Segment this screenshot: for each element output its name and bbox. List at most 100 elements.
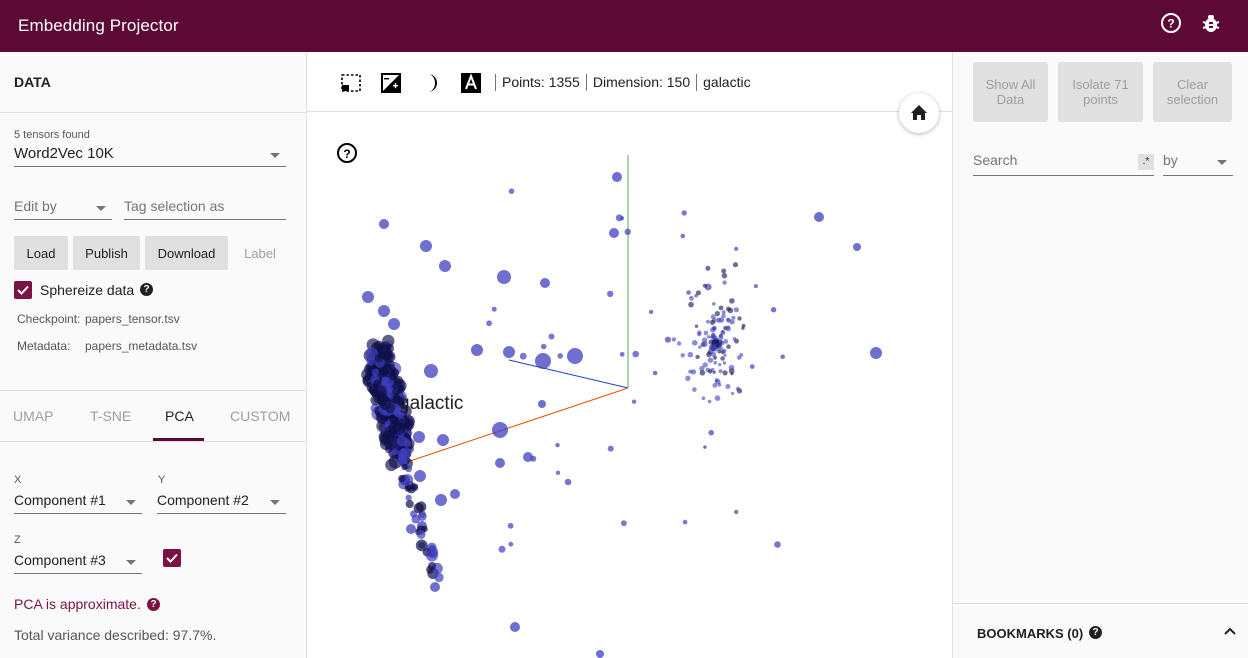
embedding-point[interactable] [729,319,735,325]
embedding-point[interactable] [428,544,436,552]
embedding-point[interactable] [612,172,622,182]
selection-box-icon[interactable] [340,72,362,94]
embedding-point[interactable] [712,346,719,352]
embedding-point[interactable] [718,317,725,323]
x-component-select[interactable]: Component #1 [14,492,142,514]
labels-toggle-icon[interactable] [460,72,482,94]
embedding-point[interactable] [503,346,515,358]
reset-view-button[interactable] [899,93,939,133]
embedding-point[interactable] [731,391,735,396]
embedding-point[interactable] [705,265,711,271]
embedding-point[interactable] [652,370,658,376]
embedding-point[interactable] [413,431,425,443]
embedding-point[interactable] [711,339,717,345]
embedding-point[interactable] [379,219,389,229]
embedding-point[interactable] [372,379,382,388]
embedding-point[interactable] [682,519,688,525]
embedding-point[interactable] [397,400,404,407]
embedding-point[interactable] [486,320,492,327]
help-icon[interactable]: ? [140,283,153,296]
embedding-point[interactable] [413,502,424,514]
y-component-select[interactable]: Component #2 [157,492,286,514]
embedding-point[interactable] [721,330,725,334]
embedding-point[interactable] [712,383,718,388]
embedding-point[interactable] [695,354,700,360]
embedding-point[interactable] [619,351,625,357]
embedding-point[interactable] [717,382,722,387]
embedding-point[interactable] [718,369,723,374]
embedding-point[interactable] [507,522,514,529]
embedding-point[interactable] [729,298,735,304]
embedding-point[interactable] [853,243,861,251]
embedding-point[interactable] [685,375,691,381]
embedding-point[interactable] [388,431,395,439]
embedding-point[interactable] [609,228,619,238]
embedding-point[interactable] [718,305,724,311]
embedding-point[interactable] [631,399,637,404]
night-mode-contrast-icon[interactable] [380,72,402,94]
embedding-point[interactable] [405,499,414,509]
publish-button[interactable]: Publish [73,236,140,270]
embedding-point[interactable] [753,284,758,289]
bug-report-icon[interactable] [1200,12,1222,34]
embedding-point[interactable] [540,343,547,350]
embedding-point[interactable] [713,360,717,365]
embedding-point[interactable] [699,365,705,372]
embedding-point[interactable] [508,188,515,194]
embedding-point[interactable] [366,357,375,366]
embedding-point[interactable] [780,354,785,360]
embedding-point[interactable] [379,341,392,354]
embedding-point[interactable] [739,353,744,357]
embedding-point[interactable] [414,470,426,482]
embedding-point[interactable] [703,330,709,336]
load-button[interactable]: Load [14,236,68,270]
search-input[interactable]: Search .* [973,152,1154,176]
embedding-point[interactable] [687,351,694,358]
search-by-select[interactable]: by [1163,152,1233,176]
embedding-point[interactable] [388,318,400,330]
embedding-point[interactable] [688,301,694,308]
embedding-point[interactable] [495,458,505,468]
embedding-point[interactable] [471,344,483,356]
embedding-point[interactable] [434,572,444,583]
embedding-point[interactable] [707,399,712,404]
embedding-point[interactable] [540,278,550,288]
show-all-data-button[interactable]: Show All Data [973,62,1048,122]
embedding-point[interactable] [530,455,537,462]
embedding-point[interactable] [564,478,572,486]
embedding-point[interactable] [607,445,614,452]
help-icon[interactable]: ? [337,143,357,163]
embedding-point[interactable] [726,344,731,349]
embedding-point[interactable] [734,246,739,251]
embedding-point[interactable] [538,400,546,408]
embedding-point[interactable] [732,337,737,341]
embedding-point[interactable] [397,448,408,459]
embedding-point[interactable] [737,316,742,321]
embedding-point[interactable] [519,352,527,360]
embedding-point[interactable] [709,319,715,325]
help-icon[interactable]: ? [147,598,160,611]
embedding-point[interactable] [699,370,706,376]
embedding-point[interactable] [706,351,712,358]
embedding-point[interactable] [415,539,428,552]
embedding-point[interactable] [720,356,725,361]
embedding-point[interactable] [735,386,740,391]
embedding-point[interactable] [362,291,374,303]
embedding-point[interactable] [718,335,724,341]
embedding-point[interactable] [717,349,722,354]
embedding-point[interactable] [680,233,686,239]
embedding-point[interactable] [814,212,824,222]
embedding-point[interactable] [557,353,563,359]
embedding-point[interactable] [555,442,560,448]
embedding-point[interactable] [426,549,438,562]
bookmarks-panel[interactable]: BOOKMARKS (0) ? [953,603,1248,658]
embedding-point[interactable] [401,463,408,471]
embedding-point[interactable] [725,326,731,332]
label-button[interactable]: Label [244,245,276,261]
embedding-point[interactable] [722,370,728,376]
embedding-point[interactable] [733,307,739,313]
embedding-points[interactable] [361,172,882,658]
embedding-point[interactable] [706,319,710,324]
embedding-point[interactable] [694,324,699,328]
embedding-point[interactable] [393,405,406,418]
